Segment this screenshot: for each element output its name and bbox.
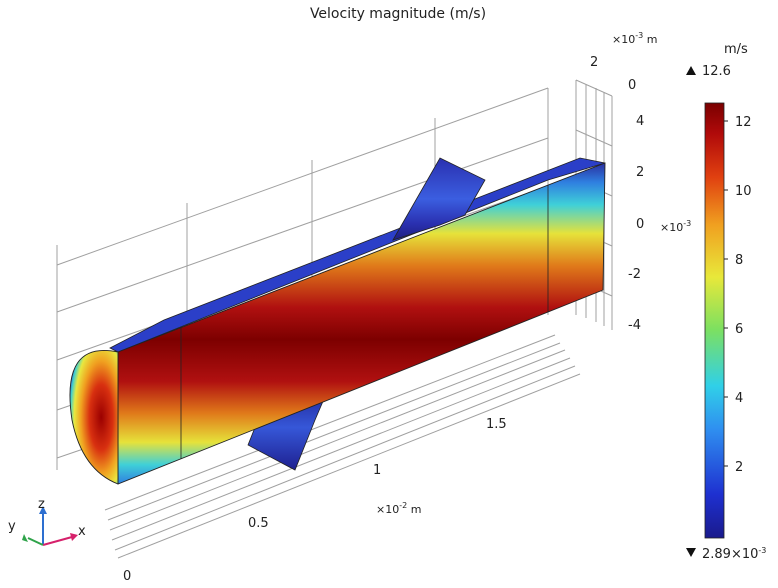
orientation-triad: z x y bbox=[8, 497, 86, 546]
x-tick-0: 0 bbox=[123, 569, 131, 584]
z-tick-2: 2 bbox=[636, 165, 644, 180]
colorbar-gradient bbox=[704, 102, 725, 539]
cbar-tick-12: 12 bbox=[735, 115, 752, 130]
z-axis: ×10-3 m 2 0 4 2 0 -2 -4 bbox=[590, 31, 657, 333]
x-axis: 0 0.5 1 1.5 ×10-2 m bbox=[123, 417, 507, 584]
triad-z-label: z bbox=[38, 497, 45, 512]
z-tick-4: -2 bbox=[628, 267, 641, 282]
triad-x-label: x bbox=[78, 524, 86, 539]
colorbar-side-label: ×10-3 bbox=[660, 219, 691, 234]
plot-title: Velocity magnitude (m/s) bbox=[310, 6, 486, 22]
z-tick-5: -4 bbox=[628, 318, 641, 333]
min-marker-icon bbox=[686, 548, 696, 557]
z-axis-unit: ×10-3 m bbox=[612, 31, 657, 46]
z-tick-3: 0 bbox=[636, 217, 644, 232]
upper-stub bbox=[392, 157, 486, 241]
inlet-cap bbox=[69, 350, 119, 485]
colorbar-ticks bbox=[724, 120, 728, 467]
cbar-tick-2: 2 bbox=[735, 460, 743, 475]
colorbar-max: 12.6 bbox=[702, 64, 731, 79]
colorbar-unit: m/s bbox=[724, 42, 748, 57]
grid-floor bbox=[104, 334, 581, 559]
z-tick-0: 0 bbox=[628, 78, 636, 93]
x-tick-3: 1.5 bbox=[486, 417, 507, 432]
z-tick-1: 4 bbox=[636, 114, 644, 129]
z-tick-top: 2 bbox=[590, 55, 598, 70]
segment-lines bbox=[180, 185, 549, 459]
x-axis-unit: ×10-2 m bbox=[376, 501, 421, 516]
cbar-tick-10: 10 bbox=[735, 184, 752, 199]
channel-front-face bbox=[117, 162, 606, 485]
cbar-tick-6: 6 bbox=[735, 322, 743, 337]
triad-y-label: y bbox=[8, 519, 16, 534]
max-marker-icon bbox=[686, 66, 696, 75]
x-tick-2: 1 bbox=[373, 463, 381, 478]
colorbar-min: 2.89×10-3 bbox=[702, 546, 766, 562]
cbar-tick-4: 4 bbox=[735, 391, 743, 406]
colorbar: m/s 12.6 12 10 8 6 4 2 ×10-3 2.89×10-3 bbox=[660, 42, 766, 562]
x-tick-1: 0.5 bbox=[248, 516, 269, 531]
cbar-tick-8: 8 bbox=[735, 253, 743, 268]
